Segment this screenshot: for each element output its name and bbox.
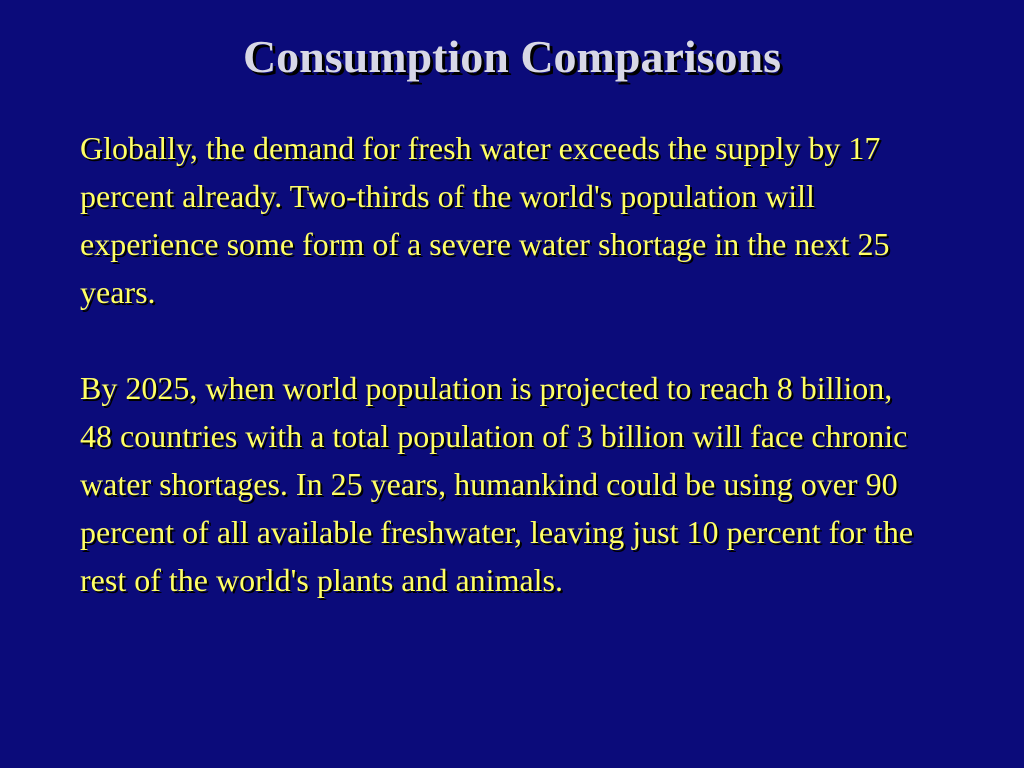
slide-title: Consumption Comparisons bbox=[242, 31, 782, 82]
slide-body: Globally, the demand for fresh water exc… bbox=[80, 124, 920, 604]
paragraph-demand: Globally, the demand for fresh water exc… bbox=[80, 130, 890, 310]
paragraph-projection: By 2025, when world population is projec… bbox=[80, 370, 914, 598]
